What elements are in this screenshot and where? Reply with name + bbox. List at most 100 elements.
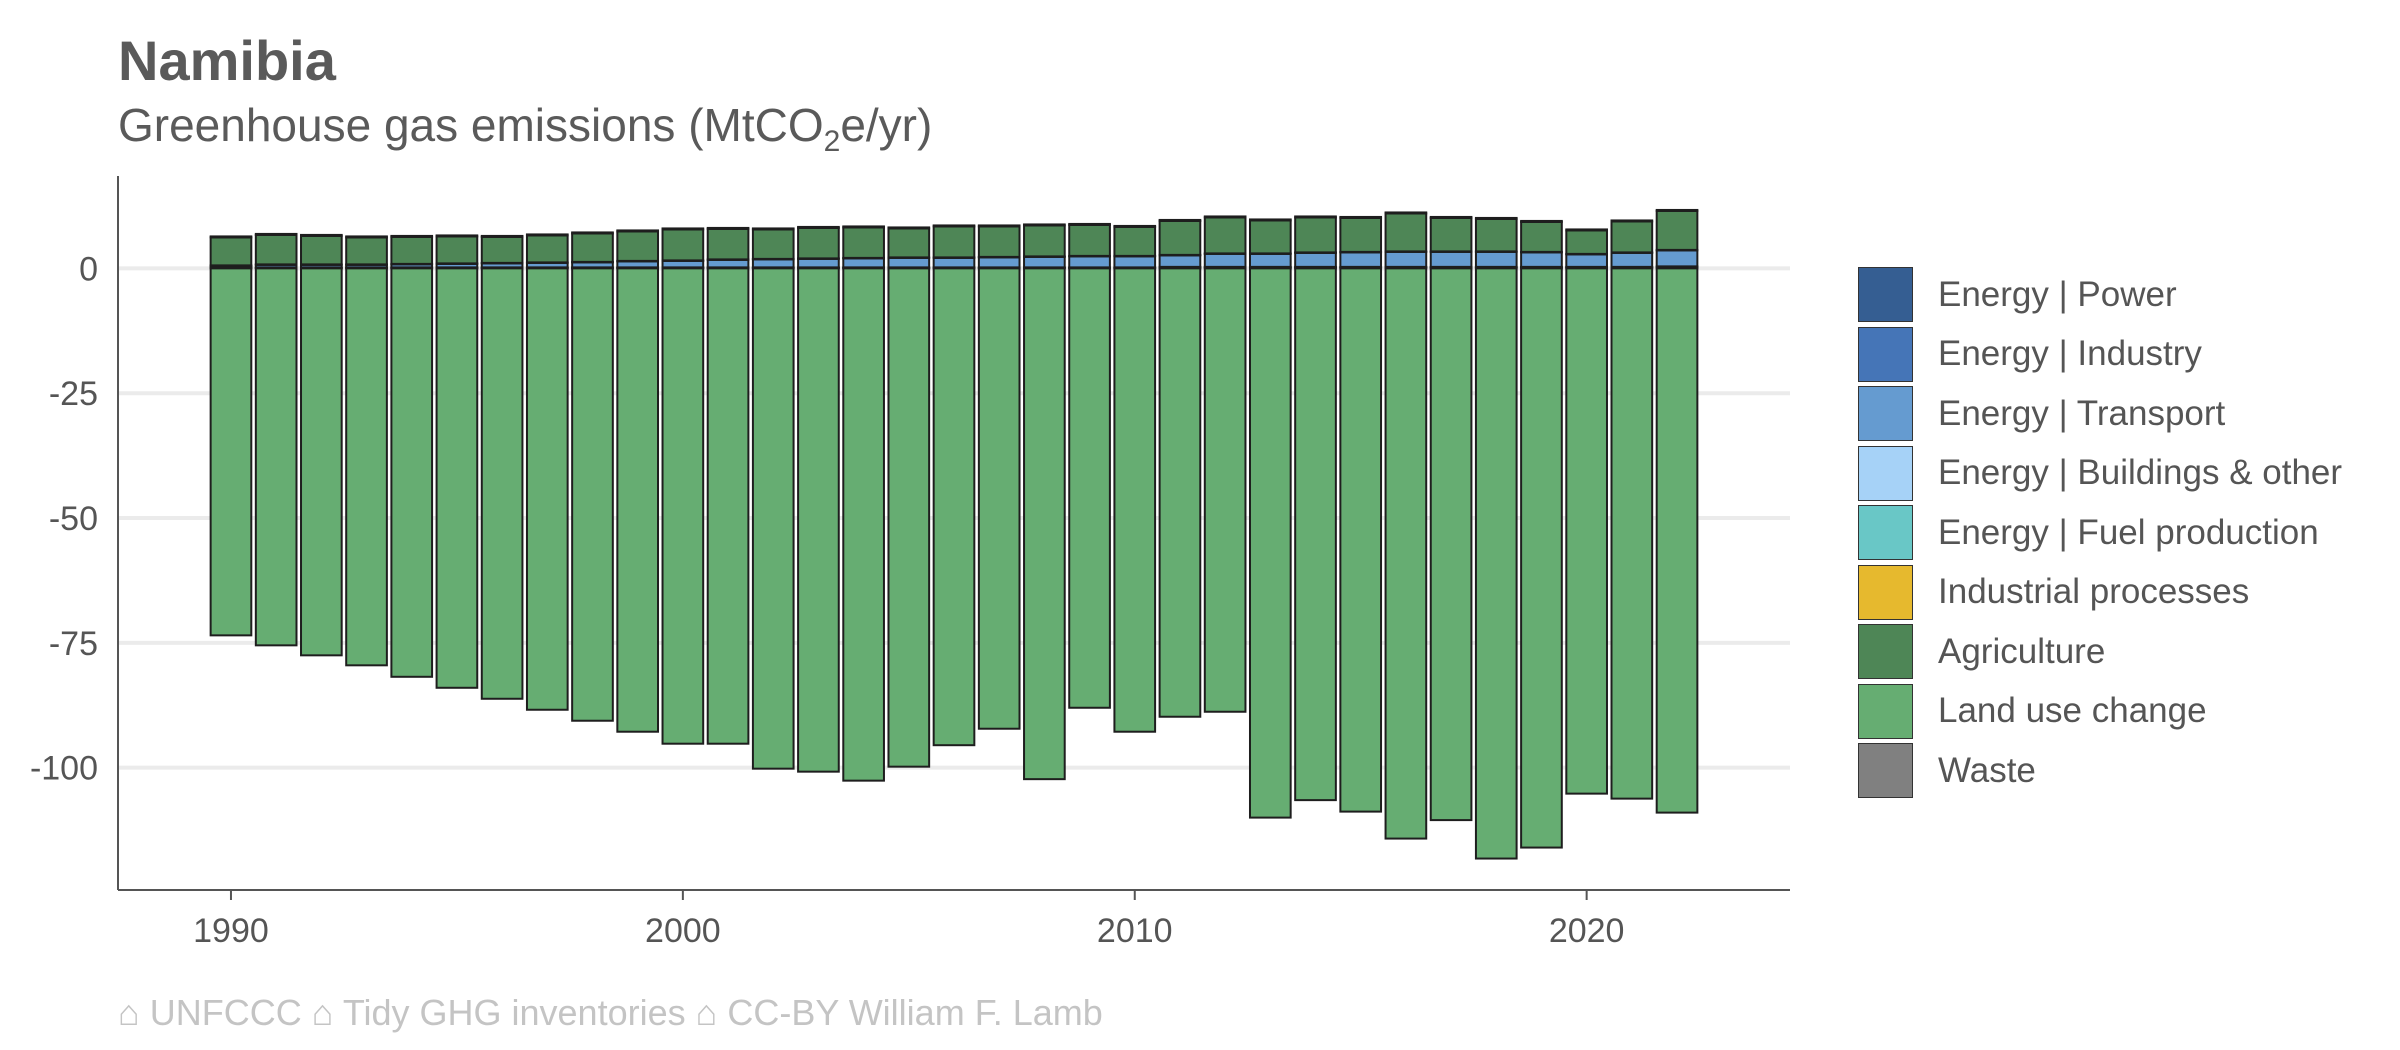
- bar-segment: [797, 257, 840, 269]
- bar-segment: [345, 236, 388, 266]
- bar-segment: [1655, 267, 1699, 814]
- source-caption: ⌂ UNFCCC ⌂ Tidy GHG inventories ⌂ CC-BY …: [118, 992, 1103, 1033]
- legend-item: Energy | Industry: [1858, 325, 2342, 385]
- bar-segment: [1113, 225, 1157, 257]
- bar-segment: [661, 227, 705, 231]
- bar-segment: [1068, 267, 1111, 709]
- legend-swatch: [1858, 326, 1913, 382]
- bar-segment: [887, 256, 931, 269]
- bar-segment: [1655, 249, 1699, 268]
- bar-segment: [1610, 267, 1654, 800]
- bar-segment: [706, 258, 750, 269]
- bar-segment: [1339, 216, 1383, 253]
- bar-segment: [751, 258, 795, 269]
- bar-segment: [616, 230, 660, 262]
- bar-segment: [571, 231, 614, 235]
- bar-segment: [1248, 219, 1292, 255]
- bar-segment: [1655, 208, 1699, 212]
- bar-segment: [1520, 220, 1563, 253]
- bar-segment: [1023, 255, 1066, 269]
- bar-segment: [1158, 218, 1202, 222]
- bar-segment: [977, 256, 1021, 269]
- bar-segment: [1520, 251, 1563, 268]
- bar-segment: [254, 233, 298, 266]
- bar-segment: [390, 235, 434, 265]
- bar-segment: [616, 229, 660, 233]
- subtitle-subscript: 2: [823, 125, 841, 159]
- legend-item: Energy | Buildings & other: [1858, 444, 2342, 504]
- bar-segment: [1565, 228, 1608, 232]
- y-tick-label: -50: [49, 500, 98, 538]
- bar-segment: [1384, 267, 1428, 840]
- bar-segment: [706, 267, 750, 745]
- bar-segment: [1429, 267, 1473, 822]
- bars: [209, 208, 1699, 860]
- bar-segment: [1113, 255, 1157, 269]
- chart-title: Namibia: [118, 29, 336, 92]
- bar-segment: [1520, 267, 1563, 849]
- x-tick-label: 1990: [193, 912, 269, 950]
- bar-segment: [209, 267, 253, 637]
- bar-segment: [1429, 215, 1473, 219]
- bar-segment: [1113, 224, 1157, 228]
- bar-segment: [706, 226, 750, 230]
- bar-segment: [480, 234, 524, 238]
- legend-label: Energy | Buildings & other: [1938, 453, 2343, 493]
- legend-item: Energy | Transport: [1858, 384, 2342, 444]
- bar-segment: [1565, 267, 1608, 795]
- bar-segment: [1203, 215, 1247, 219]
- bar-segment: [887, 227, 931, 259]
- legend-label: Land use change: [1938, 691, 2207, 731]
- bar-segment: [751, 227, 795, 231]
- y-tick-label: -75: [49, 625, 98, 663]
- subtitle-main: Greenhouse gas emissions (MtCO: [118, 99, 824, 151]
- bar-segment: [887, 267, 931, 768]
- axes: 0 -25 -50 -75 -100 1990 2000 2010 2020: [30, 176, 1790, 950]
- legend-label: Agriculture: [1938, 631, 2106, 671]
- bar-segment: [209, 235, 253, 239]
- legend-swatch: [1858, 564, 1913, 620]
- bar-segment: [842, 257, 885, 269]
- bar-segment: [1294, 267, 1337, 802]
- bar-segment: [1023, 267, 1066, 781]
- bar-segment: [254, 232, 298, 236]
- bar-segment: [1655, 209, 1699, 251]
- legend-item: Land use change: [1858, 682, 2342, 742]
- bar-segment: [1339, 267, 1383, 813]
- legend-swatch: [1858, 386, 1913, 442]
- bar-segment: [480, 267, 524, 700]
- legend-swatch: [1858, 445, 1913, 501]
- bar-segment: [797, 267, 840, 773]
- bar-segment: [1384, 211, 1428, 215]
- legend-label: Energy | Power: [1938, 274, 2177, 314]
- bar-segment: [1429, 216, 1473, 253]
- bar-segment: [616, 267, 660, 733]
- legend-item: Agriculture: [1858, 622, 2342, 682]
- bar-segment: [1158, 219, 1202, 256]
- bar-segment: [932, 224, 976, 228]
- legend-swatch: [1858, 624, 1913, 680]
- bar-segment: [1294, 215, 1337, 219]
- legend-swatch: [1858, 267, 1913, 323]
- bar-segment: [932, 256, 976, 269]
- bar-segment: [1610, 219, 1654, 223]
- bar-segment: [390, 234, 434, 238]
- bar-segment: [751, 267, 795, 770]
- bar-segment: [842, 267, 885, 782]
- y-tick-label: -100: [30, 750, 98, 788]
- bar-segment: [1474, 267, 1518, 860]
- bar-segment: [1339, 251, 1383, 268]
- legend-label: Waste: [1938, 750, 2036, 790]
- x-tick-label: 2020: [1549, 912, 1625, 950]
- bar-segment: [1384, 212, 1428, 253]
- bar-segment: [887, 226, 931, 230]
- x-tick-label: 2000: [645, 912, 721, 950]
- bar-segment: [1248, 267, 1292, 819]
- bar-segment: [977, 225, 1021, 258]
- y-tick-label: 0: [79, 250, 98, 288]
- bar-segment: [1203, 216, 1247, 255]
- bar-segment: [1610, 220, 1654, 254]
- bar-segment: [1068, 255, 1111, 269]
- bar-segment: [1203, 267, 1247, 713]
- bar-segment: [1158, 254, 1202, 268]
